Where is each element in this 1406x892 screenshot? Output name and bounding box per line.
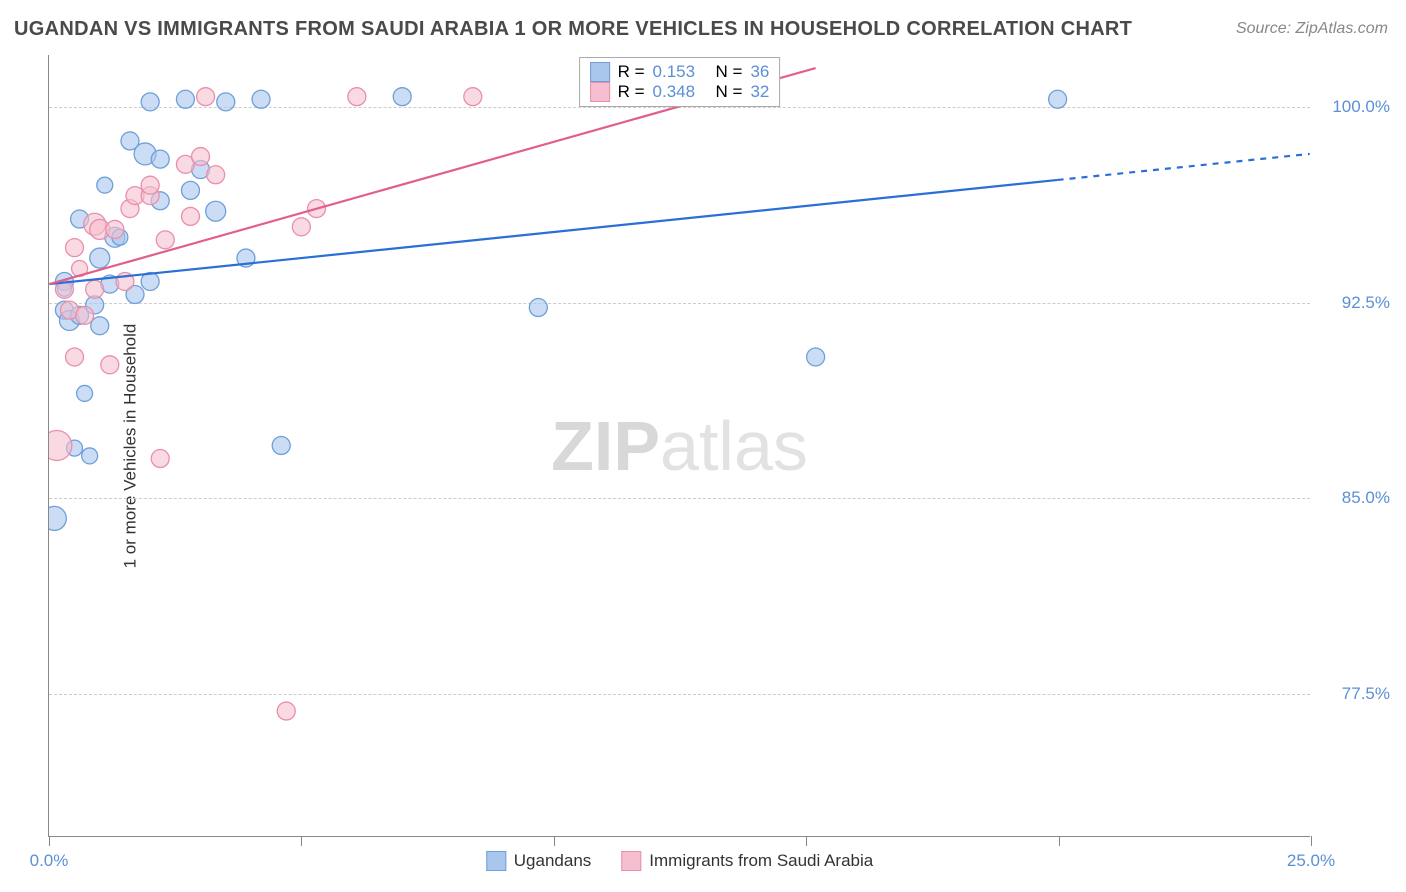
- n-value-2: 32: [750, 82, 769, 102]
- x-tick: [806, 836, 807, 846]
- x-tick: [49, 836, 50, 846]
- legend-row-series-2: R = 0.348 N = 32: [590, 82, 770, 102]
- y-tick-label: 92.5%: [1342, 293, 1390, 313]
- x-tick: [1059, 836, 1060, 846]
- chart-container: UGANDAN VS IMMIGRANTS FROM SAUDI ARABIA …: [0, 0, 1406, 892]
- r-value-2: 0.348: [653, 82, 708, 102]
- data-point: [97, 177, 113, 193]
- data-point: [91, 317, 109, 335]
- data-point: [106, 220, 124, 238]
- plot-svg: [49, 55, 1310, 836]
- data-point: [348, 88, 366, 106]
- legend-item-1: Ugandans: [486, 851, 592, 871]
- chart-title: UGANDAN VS IMMIGRANTS FROM SAUDI ARABIA …: [14, 18, 1132, 41]
- regression-line: [49, 180, 1057, 284]
- n-label: N =: [716, 82, 743, 102]
- swatch-series-2: [590, 82, 610, 102]
- y-tick-label: 100.0%: [1332, 97, 1390, 117]
- legend-bottom: Ugandans Immigrants from Saudi Arabia: [486, 851, 873, 871]
- swatch-series-1: [590, 62, 610, 82]
- swatch-series-2: [621, 851, 641, 871]
- data-point: [156, 231, 174, 249]
- y-tick-label: 85.0%: [1342, 488, 1390, 508]
- data-point: [272, 437, 290, 455]
- data-point: [86, 280, 104, 298]
- n-value-1: 36: [750, 62, 769, 82]
- data-point: [197, 88, 215, 106]
- data-point: [141, 93, 159, 111]
- regression-line-extrapolated: [1058, 154, 1310, 180]
- legend-label-1: Ugandans: [514, 851, 592, 871]
- r-label: R =: [618, 62, 645, 82]
- x-tick: [554, 836, 555, 846]
- data-point: [393, 88, 411, 106]
- data-point: [192, 148, 210, 166]
- x-tick: [301, 836, 302, 846]
- x-tick-label: 25.0%: [1287, 851, 1335, 871]
- data-point: [292, 218, 310, 236]
- r-label: R =: [618, 82, 645, 102]
- data-point: [66, 239, 84, 257]
- data-point: [207, 166, 225, 184]
- y-tick-label: 77.5%: [1342, 684, 1390, 704]
- data-point: [529, 299, 547, 317]
- data-point: [49, 431, 72, 461]
- n-label: N =: [716, 62, 743, 82]
- data-point: [181, 181, 199, 199]
- data-point: [277, 702, 295, 720]
- data-point: [176, 90, 194, 108]
- data-point: [151, 450, 169, 468]
- data-point: [66, 348, 84, 366]
- legend-row-series-1: R = 0.153 N = 36: [590, 62, 770, 82]
- data-point: [49, 506, 66, 530]
- data-point: [181, 207, 199, 225]
- legend-correlation-box: R = 0.153 N = 36 R = 0.348 N = 32: [579, 57, 781, 107]
- data-point: [101, 356, 119, 374]
- data-point: [807, 348, 825, 366]
- data-point: [77, 385, 93, 401]
- data-point: [82, 448, 98, 464]
- data-point: [206, 201, 226, 221]
- legend-item-2: Immigrants from Saudi Arabia: [621, 851, 873, 871]
- swatch-series-1: [486, 851, 506, 871]
- source-attribution: Source: ZipAtlas.com: [1236, 20, 1388, 38]
- data-point: [90, 248, 110, 268]
- r-value-1: 0.153: [653, 62, 708, 82]
- plot-area: ZIPatlas R = 0.153 N = 36 R = 0.348 N = …: [48, 55, 1310, 837]
- x-tick: [1311, 836, 1312, 846]
- data-point: [464, 88, 482, 106]
- data-point: [76, 306, 94, 324]
- x-tick-label: 0.0%: [30, 851, 69, 871]
- data-point: [252, 90, 270, 108]
- data-point: [151, 150, 169, 168]
- legend-label-2: Immigrants from Saudi Arabia: [649, 851, 873, 871]
- data-point: [141, 176, 159, 194]
- data-point: [1049, 90, 1067, 108]
- data-point: [217, 93, 235, 111]
